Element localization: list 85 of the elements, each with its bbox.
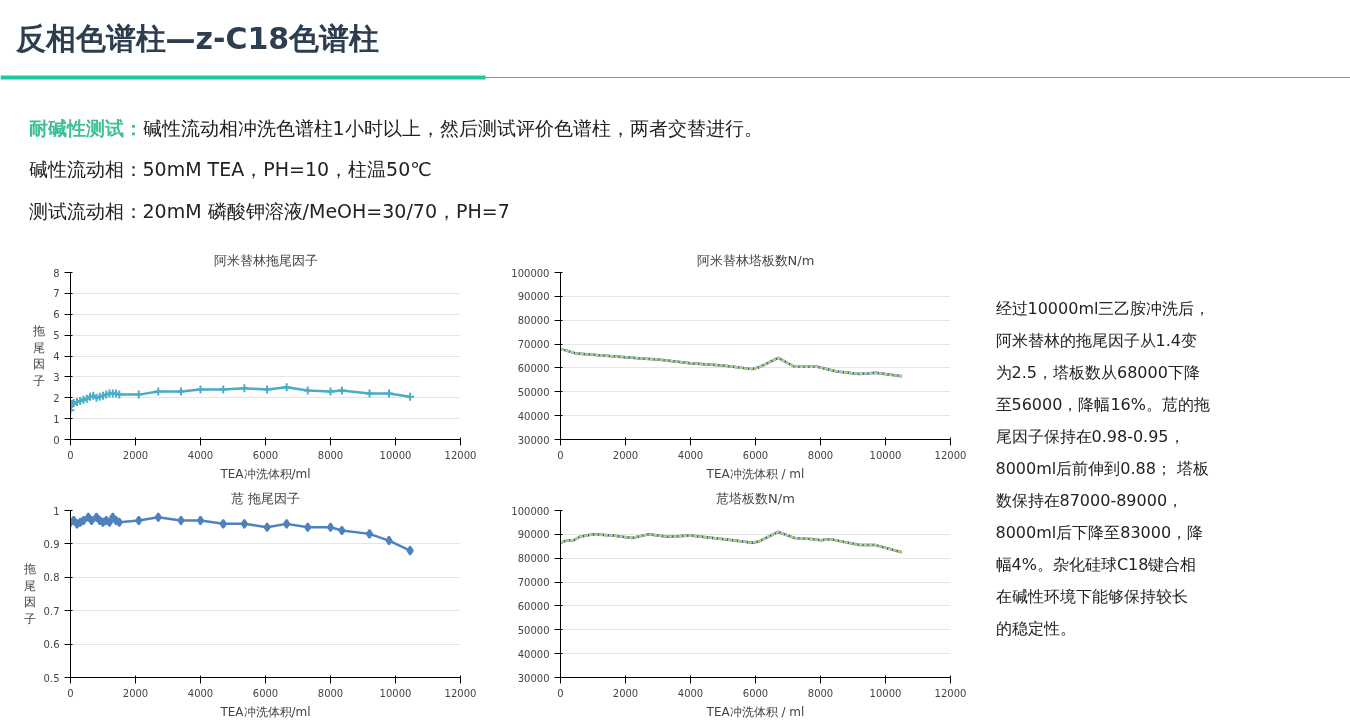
x-tick-label: 12000 <box>934 687 967 699</box>
text: 数保持在87000-89000， <box>995 491 1184 510</box>
y-tick-label: 2 <box>53 392 60 404</box>
chart-title: 苊 拖尾因子 <box>230 490 301 506</box>
y-tick-label: 30000 <box>517 434 550 446</box>
y-tick-label: 100000 <box>511 505 550 517</box>
y-tick-label: 6 <box>53 309 60 321</box>
y-tick-label: 60000 <box>517 362 550 374</box>
x-tick-label: 8000 <box>317 449 344 461</box>
y-tick-label: 7 <box>53 288 60 300</box>
y-tick-label: 70000 <box>517 577 550 589</box>
y-tick-label: 0.9 <box>43 538 60 550</box>
x-tick-label: 0 <box>67 687 74 699</box>
text: 碱性流动相冲洗色谱柱1小时以上，然后测试评价色谱柱，两者交替进行。 <box>142 116 763 139</box>
y-tick-label: 0 <box>53 434 60 446</box>
y-tick-label: 3 <box>53 371 60 383</box>
y-tick-label: 0.7 <box>43 605 60 617</box>
x-tick-label: 2000 <box>122 449 149 461</box>
text: 尾因子保持在0.98-0.95， <box>995 427 1185 446</box>
text: 幅4%。杂化硅球C18键合相 <box>995 555 1197 574</box>
y-tick-label: 40000 <box>517 648 550 660</box>
x-tick-label: 2000 <box>612 687 639 699</box>
x-tick-label: 4000 <box>677 449 704 461</box>
y-tick-label: 0.6 <box>43 639 60 651</box>
y-tick-label: 40000 <box>517 410 550 422</box>
text: 的稳定性。 <box>995 619 1076 638</box>
x-tick-label: 4000 <box>677 687 704 699</box>
y-tick-label: 30000 <box>517 672 550 684</box>
y-tick-label: 50000 <box>517 624 550 636</box>
x-tick-label: 2000 <box>612 449 639 461</box>
x-tick-label: 0 <box>557 687 564 699</box>
x-tick-label: 10000 <box>379 687 412 699</box>
x-tick-label: 6000 <box>252 687 279 699</box>
text: 碱性流动相：50mM TEA，PH=10，柱温50℃ <box>28 157 432 180</box>
y-tick-label: 1 <box>53 505 60 517</box>
y-tick-label: 50000 <box>517 386 550 398</box>
text: 至56000，降幅16%。苊的拖 <box>995 395 1210 414</box>
chart-title: 苊塔板数N/m <box>716 490 795 506</box>
y-axis-title: 拖尾因子 <box>22 561 36 627</box>
x-axis-title: TEA冲洗体积 / ml <box>705 466 805 481</box>
x-tick-label: 6000 <box>742 449 769 461</box>
x-tick-label: 10000 <box>869 449 902 461</box>
text: 反相色谱柱—z-C18色谱柱 <box>14 21 380 56</box>
y-tick-label: 0.8 <box>43 572 60 584</box>
x-axis-title: TEA冲洗体积 / ml <box>705 704 805 719</box>
y-tick-label: 8 <box>53 267 60 279</box>
y-axis-title: 拖尾因子 <box>32 323 46 389</box>
x-tick-label: 12000 <box>444 687 477 699</box>
y-tick-label: 0.5 <box>43 672 60 684</box>
x-tick-label: 8000 <box>317 687 344 699</box>
x-tick-label: 6000 <box>252 449 279 461</box>
x-axis-title: TEA冲洗体积/ml <box>219 704 311 719</box>
y-tick-label: 60000 <box>517 600 550 612</box>
chart-title: 阿米替林拖尾因子 <box>213 252 318 268</box>
y-tick-label: 90000 <box>517 529 550 541</box>
text: 经过10000ml三乙胺冲洗后， <box>995 299 1211 318</box>
x-tick-label: 4000 <box>187 449 214 461</box>
x-axis-title: TEA冲洗体积/ml <box>219 466 311 481</box>
text: 阿米替林的拖尾因子从1.4变 <box>995 331 1197 350</box>
text: 8000ml后前伸到0.88； 塔板 <box>995 459 1209 478</box>
y-tick-label: 5 <box>53 330 60 342</box>
text: 为2.5，塔板数从68000下降 <box>995 363 1200 382</box>
x-tick-label: 10000 <box>869 687 902 699</box>
y-tick-label: 80000 <box>517 315 550 327</box>
chart-title: 阿米替林塔板数N/m <box>696 252 815 268</box>
text: 测试流动相：20mM 磷酸钾溶液/MeOH=30/70，PH=7 <box>28 199 510 222</box>
x-tick-label: 0 <box>557 449 564 461</box>
x-tick-label: 2000 <box>122 687 149 699</box>
x-tick-label: 12000 <box>444 449 477 461</box>
x-tick-label: 8000 <box>807 449 834 461</box>
text: 8000ml后下降至83000，降 <box>995 523 1204 542</box>
x-tick-label: 0 <box>67 449 74 461</box>
x-tick-label: 12000 <box>934 449 967 461</box>
x-tick-label: 8000 <box>807 687 834 699</box>
y-tick-label: 80000 <box>517 553 550 565</box>
text: 耐碱性测试： <box>28 116 143 139</box>
y-tick-label: 90000 <box>517 291 550 303</box>
y-tick-label: 70000 <box>517 339 550 351</box>
x-tick-label: 4000 <box>187 687 214 699</box>
y-tick-label: 1 <box>53 413 60 425</box>
x-tick-label: 10000 <box>379 449 412 461</box>
text: 在碱性环境下能够保持较长 <box>995 587 1188 606</box>
y-tick-label: 4 <box>53 351 60 362</box>
y-tick-label: 100000 <box>511 267 550 279</box>
x-tick-label: 6000 <box>742 687 769 699</box>
